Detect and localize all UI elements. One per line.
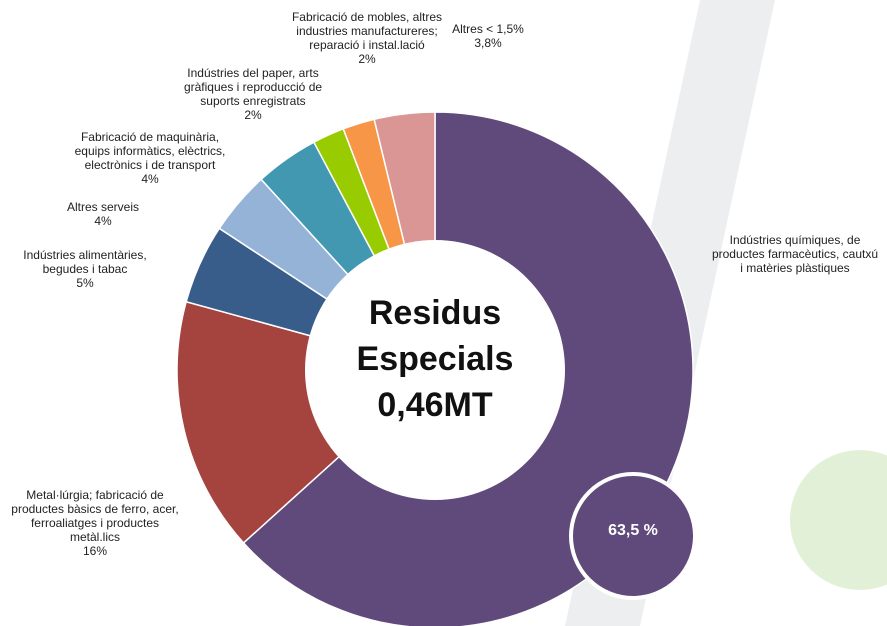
slice-label: Altres < 1,5%3,8% [368,22,608,50]
slice-label: Indústries alimentàries, begudes i tabac… [0,248,205,290]
value-label: 5% [0,276,205,290]
background-tree [790,450,887,590]
category-label: Indústries químiques, de productes farma… [675,233,887,275]
category-label: Indústries alimentàries, begudes i tabac [0,248,205,276]
category-label: Altres < 1,5% [368,22,608,36]
value-label: 16% [0,544,215,558]
category-label: Metal·lúrgia; fabricació de productes bà… [0,488,215,544]
slice-label: Metal·lúrgia; fabricació de productes bà… [0,488,215,558]
center-title: Residus Especials 0,46MT [305,290,565,428]
category-label: Altres serveis [0,200,223,214]
value-label: 3,8% [368,36,608,50]
slice-label: Indústries químiques, de productes farma… [675,233,887,275]
data-label: 63,5 % [573,522,693,540]
value-label: 2% [133,108,373,122]
slice-label: Fabricació de maquinària, equips informà… [30,130,270,186]
value-label: 4% [30,172,270,186]
page: Residus Especials 0,46MT 63,5 % Indústri… [0,0,887,626]
category-label: Indústries del paper, arts gràfiques i r… [133,66,373,108]
value-label: 2% [247,52,487,66]
slice-label: Indústries del paper, arts gràfiques i r… [133,66,373,122]
value-label: 4% [0,214,223,228]
category-label: Fabricació de maquinària, equips informà… [30,130,270,172]
